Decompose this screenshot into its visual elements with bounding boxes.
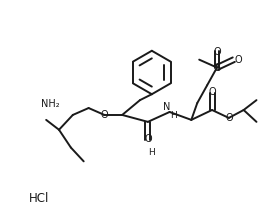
Text: NH₂: NH₂ — [41, 99, 60, 109]
Text: O: O — [225, 113, 233, 123]
Text: N: N — [163, 102, 170, 112]
Text: O: O — [213, 47, 221, 57]
Text: HCl: HCl — [29, 192, 50, 205]
Text: O: O — [101, 110, 108, 120]
Text: H: H — [148, 148, 155, 157]
Text: O: O — [235, 55, 243, 65]
Text: S: S — [214, 63, 220, 72]
Text: H: H — [170, 111, 177, 120]
Text: O: O — [208, 87, 216, 97]
Text: O: O — [144, 134, 152, 144]
